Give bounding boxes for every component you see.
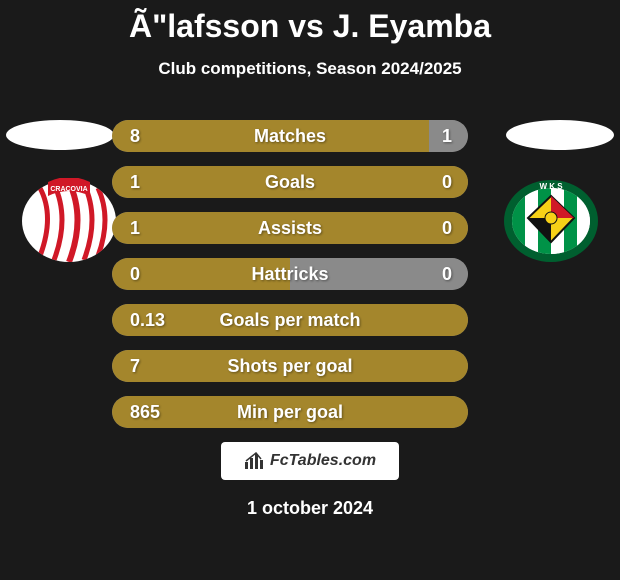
fctables-text: FcTables.com xyxy=(270,452,376,470)
stat-left-value: 7 xyxy=(130,350,140,382)
stat-label: Shots per goal xyxy=(112,350,468,382)
infographic-root: Ã"lafsson vs J. Eyamba Club competitions… xyxy=(0,0,620,580)
stat-right-value: 0 xyxy=(442,212,452,244)
stat-row: Shots per goal7 xyxy=(0,350,620,382)
stat-row: Matches8 1 xyxy=(0,120,620,152)
stat-label: Hattricks xyxy=(112,258,468,290)
stat-row: Hattricks0 0 xyxy=(0,258,620,290)
stat-bar: Goals per match xyxy=(112,304,468,336)
fctables-logo: FcTables.com xyxy=(221,442,399,480)
stat-row: Goals per match0.13 xyxy=(0,304,620,336)
stat-bar: Min per goal xyxy=(112,396,468,428)
stat-left-value: 0.13 xyxy=(130,304,165,336)
stat-left-value: 1 xyxy=(130,212,140,244)
page-subtitle: Club competitions, Season 2024/2025 xyxy=(0,59,620,79)
stat-label: Goals per match xyxy=(112,304,468,336)
stat-row: Goals1 0 xyxy=(0,166,620,198)
stat-bar: Shots per goal xyxy=(112,350,468,382)
page-title: Ã"lafsson vs J. Eyamba xyxy=(0,0,620,45)
stat-bar: Assists xyxy=(112,212,468,244)
stat-left-value: 1 xyxy=(130,166,140,198)
stat-row: Assists1 0 xyxy=(0,212,620,244)
stat-row: Min per goal865 xyxy=(0,396,620,428)
stat-label: Min per goal xyxy=(112,396,468,428)
stat-left-value: 0 xyxy=(130,258,140,290)
stat-right-value: 0 xyxy=(442,166,452,198)
stat-label: Goals xyxy=(112,166,468,198)
date-label: 1 october 2024 xyxy=(0,498,620,519)
stat-right-value: 0 xyxy=(442,258,452,290)
stat-label: Matches xyxy=(112,120,468,152)
stat-bar: Hattricks xyxy=(112,258,468,290)
stats-area: Matches81Goals10Assists10Hattricks00Goal… xyxy=(0,120,620,442)
stat-left-value: 8 xyxy=(130,120,140,152)
stat-right-value: 1 xyxy=(442,120,452,152)
stat-label: Assists xyxy=(112,212,468,244)
bars-icon xyxy=(244,452,266,470)
stat-bar: Matches xyxy=(112,120,468,152)
stat-bar: Goals xyxy=(112,166,468,198)
stat-left-value: 865 xyxy=(130,396,160,428)
